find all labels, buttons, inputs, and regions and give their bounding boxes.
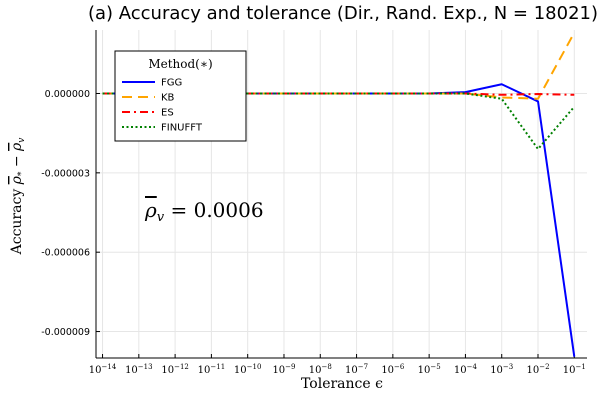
series-line-finufft bbox=[102, 92, 576, 151]
x-tick-label: 10−13 bbox=[125, 363, 153, 376]
y-tick-label: -0.000003 bbox=[41, 168, 90, 179]
x-tick-label: 10−3 bbox=[490, 363, 513, 376]
legend-label-es: ES bbox=[161, 108, 174, 119]
legend-label-kb: KB bbox=[161, 93, 175, 104]
y-tick-label: -0.000006 bbox=[41, 248, 90, 259]
y-tick-label: 0.000000 bbox=[45, 89, 90, 100]
x-tick-label: 10−6 bbox=[381, 363, 405, 376]
series-line-kb bbox=[102, 32, 576, 100]
x-tick-label: 10−12 bbox=[161, 363, 189, 376]
x-tick-label: 10−2 bbox=[526, 363, 549, 376]
chart-title: (a) Accuracy and tolerance (Dir., Rand. … bbox=[88, 3, 598, 24]
y-axis-label: Accuracy ρ* − ρv bbox=[9, 138, 27, 256]
legend-label-finufft: FINUFFT bbox=[161, 123, 203, 134]
x-tick-label: 10−7 bbox=[345, 363, 368, 376]
mean-annotation: ρv = 0.0006 bbox=[144, 198, 264, 225]
x-tick-label: 10−4 bbox=[454, 363, 478, 376]
legend-title: Method(∗) bbox=[148, 57, 212, 71]
x-tick-label: 10−14 bbox=[89, 363, 117, 376]
x-tick-label: 10−5 bbox=[418, 363, 441, 376]
x-tick-label: 10−11 bbox=[198, 363, 226, 376]
x-tick-label: 10−9 bbox=[272, 363, 295, 376]
x-tick-label: 10−1 bbox=[563, 363, 586, 376]
x-tick-label: 10−10 bbox=[234, 363, 262, 376]
legend-label-fgg: FGG bbox=[161, 78, 182, 89]
x-axis-label: Tolerance ϵ bbox=[301, 376, 383, 392]
x-tick-label: 10−8 bbox=[309, 363, 332, 376]
axes: 10−14 10−13 10−12 10−11 10−10 10−9 10−8 10−7 10−… bbox=[41, 30, 587, 376]
legend: Method(∗) FGG KB ES FINUFFT bbox=[114, 50, 247, 142]
y-tick-label: -0.000009 bbox=[41, 327, 90, 338]
